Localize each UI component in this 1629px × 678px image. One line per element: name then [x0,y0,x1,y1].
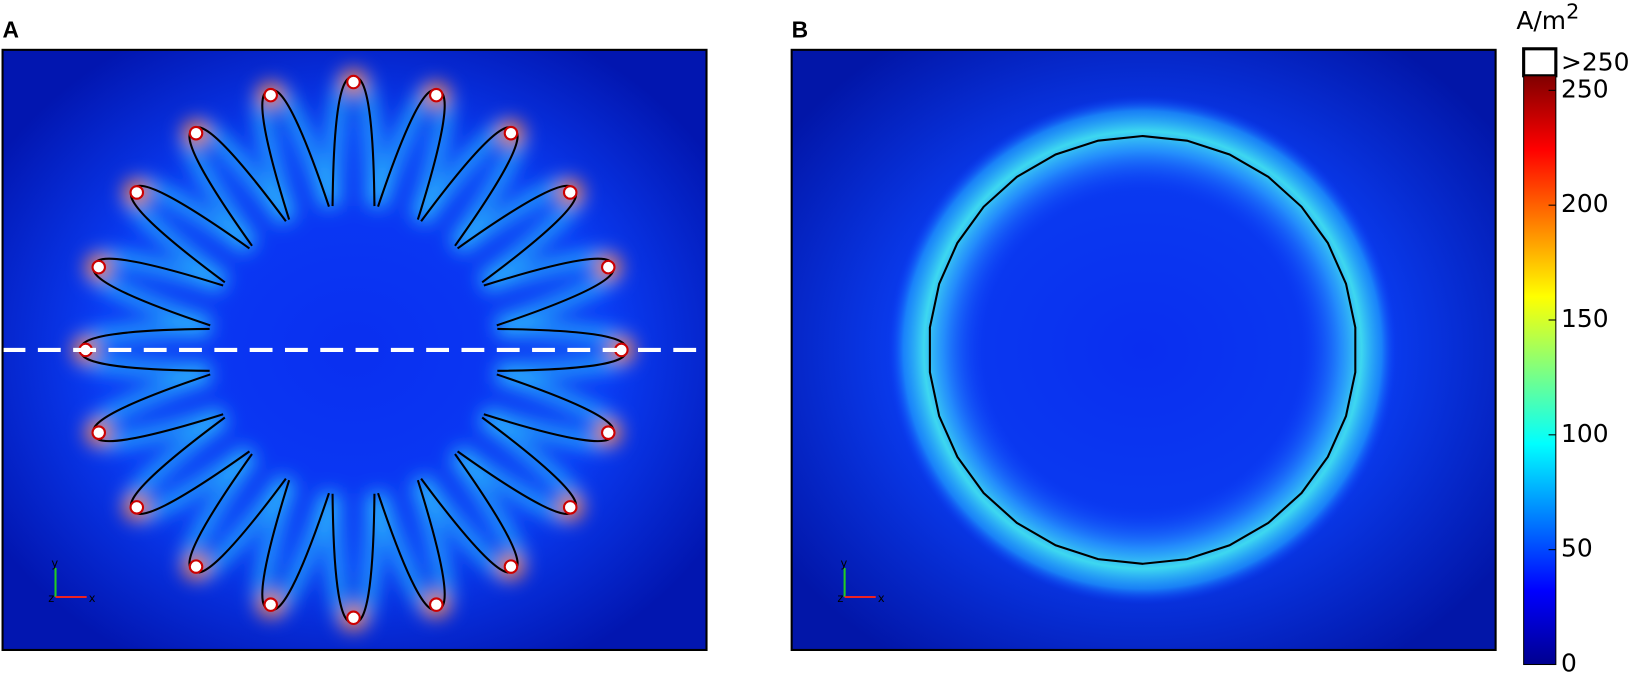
colorbar-ticks: 0 50 100 150 200 250 [1548,74,1609,678]
overflow-swatch [1522,47,1558,78]
hotspot [263,597,278,612]
hotspot [188,559,204,574]
panel-frame [790,48,1497,652]
hotspot [91,259,107,275]
colorbar-unit: A/m2 [1516,0,1579,35]
axis-label: y [51,556,58,570]
colorbar-tick-label: 100 [1561,419,1609,448]
hotspot [129,185,145,200]
hotspot [601,259,616,275]
hotspot [346,74,361,90]
axis-triad: y z x [837,556,884,605]
axis-label: z [48,591,54,605]
panel-label: A [3,16,19,42]
hotspot [429,87,444,103]
unit-exponent: 2 [1566,0,1579,24]
axis-label: x [878,591,885,605]
unit: A/m [1516,6,1566,35]
coil-b [928,134,1357,565]
hotspot [129,500,145,515]
axis-label: z [837,591,843,605]
hotspot [429,597,444,612]
colorbar-tick-label: 50 [1561,534,1593,563]
hotspot [601,425,616,440]
panel-a-field [2,49,707,650]
colorbar-tick-label: 200 [1561,189,1609,218]
axis-triad: y z x [48,556,95,605]
hotspot [562,500,578,515]
overflow-label: >250 [1561,47,1629,76]
panel-label: B [792,16,809,42]
axis-label: x [89,591,96,605]
hotspot [503,559,519,574]
colorbar-tick-label: 150 [1561,304,1609,333]
coil-a [2,69,707,631]
hotspot [503,125,519,141]
current-ring-glow [888,95,1397,605]
hotspot [91,425,107,440]
hotspot [263,87,278,103]
colorbar-tick-label: 0 [1561,649,1577,678]
hotspot [562,185,578,200]
hotspot [346,610,361,626]
hotspot [188,125,204,141]
axis-label: y [840,556,847,570]
panel-frame [1,48,708,652]
colorbar [1523,75,1557,666]
colorbar-tick-label: 250 [1561,74,1609,103]
